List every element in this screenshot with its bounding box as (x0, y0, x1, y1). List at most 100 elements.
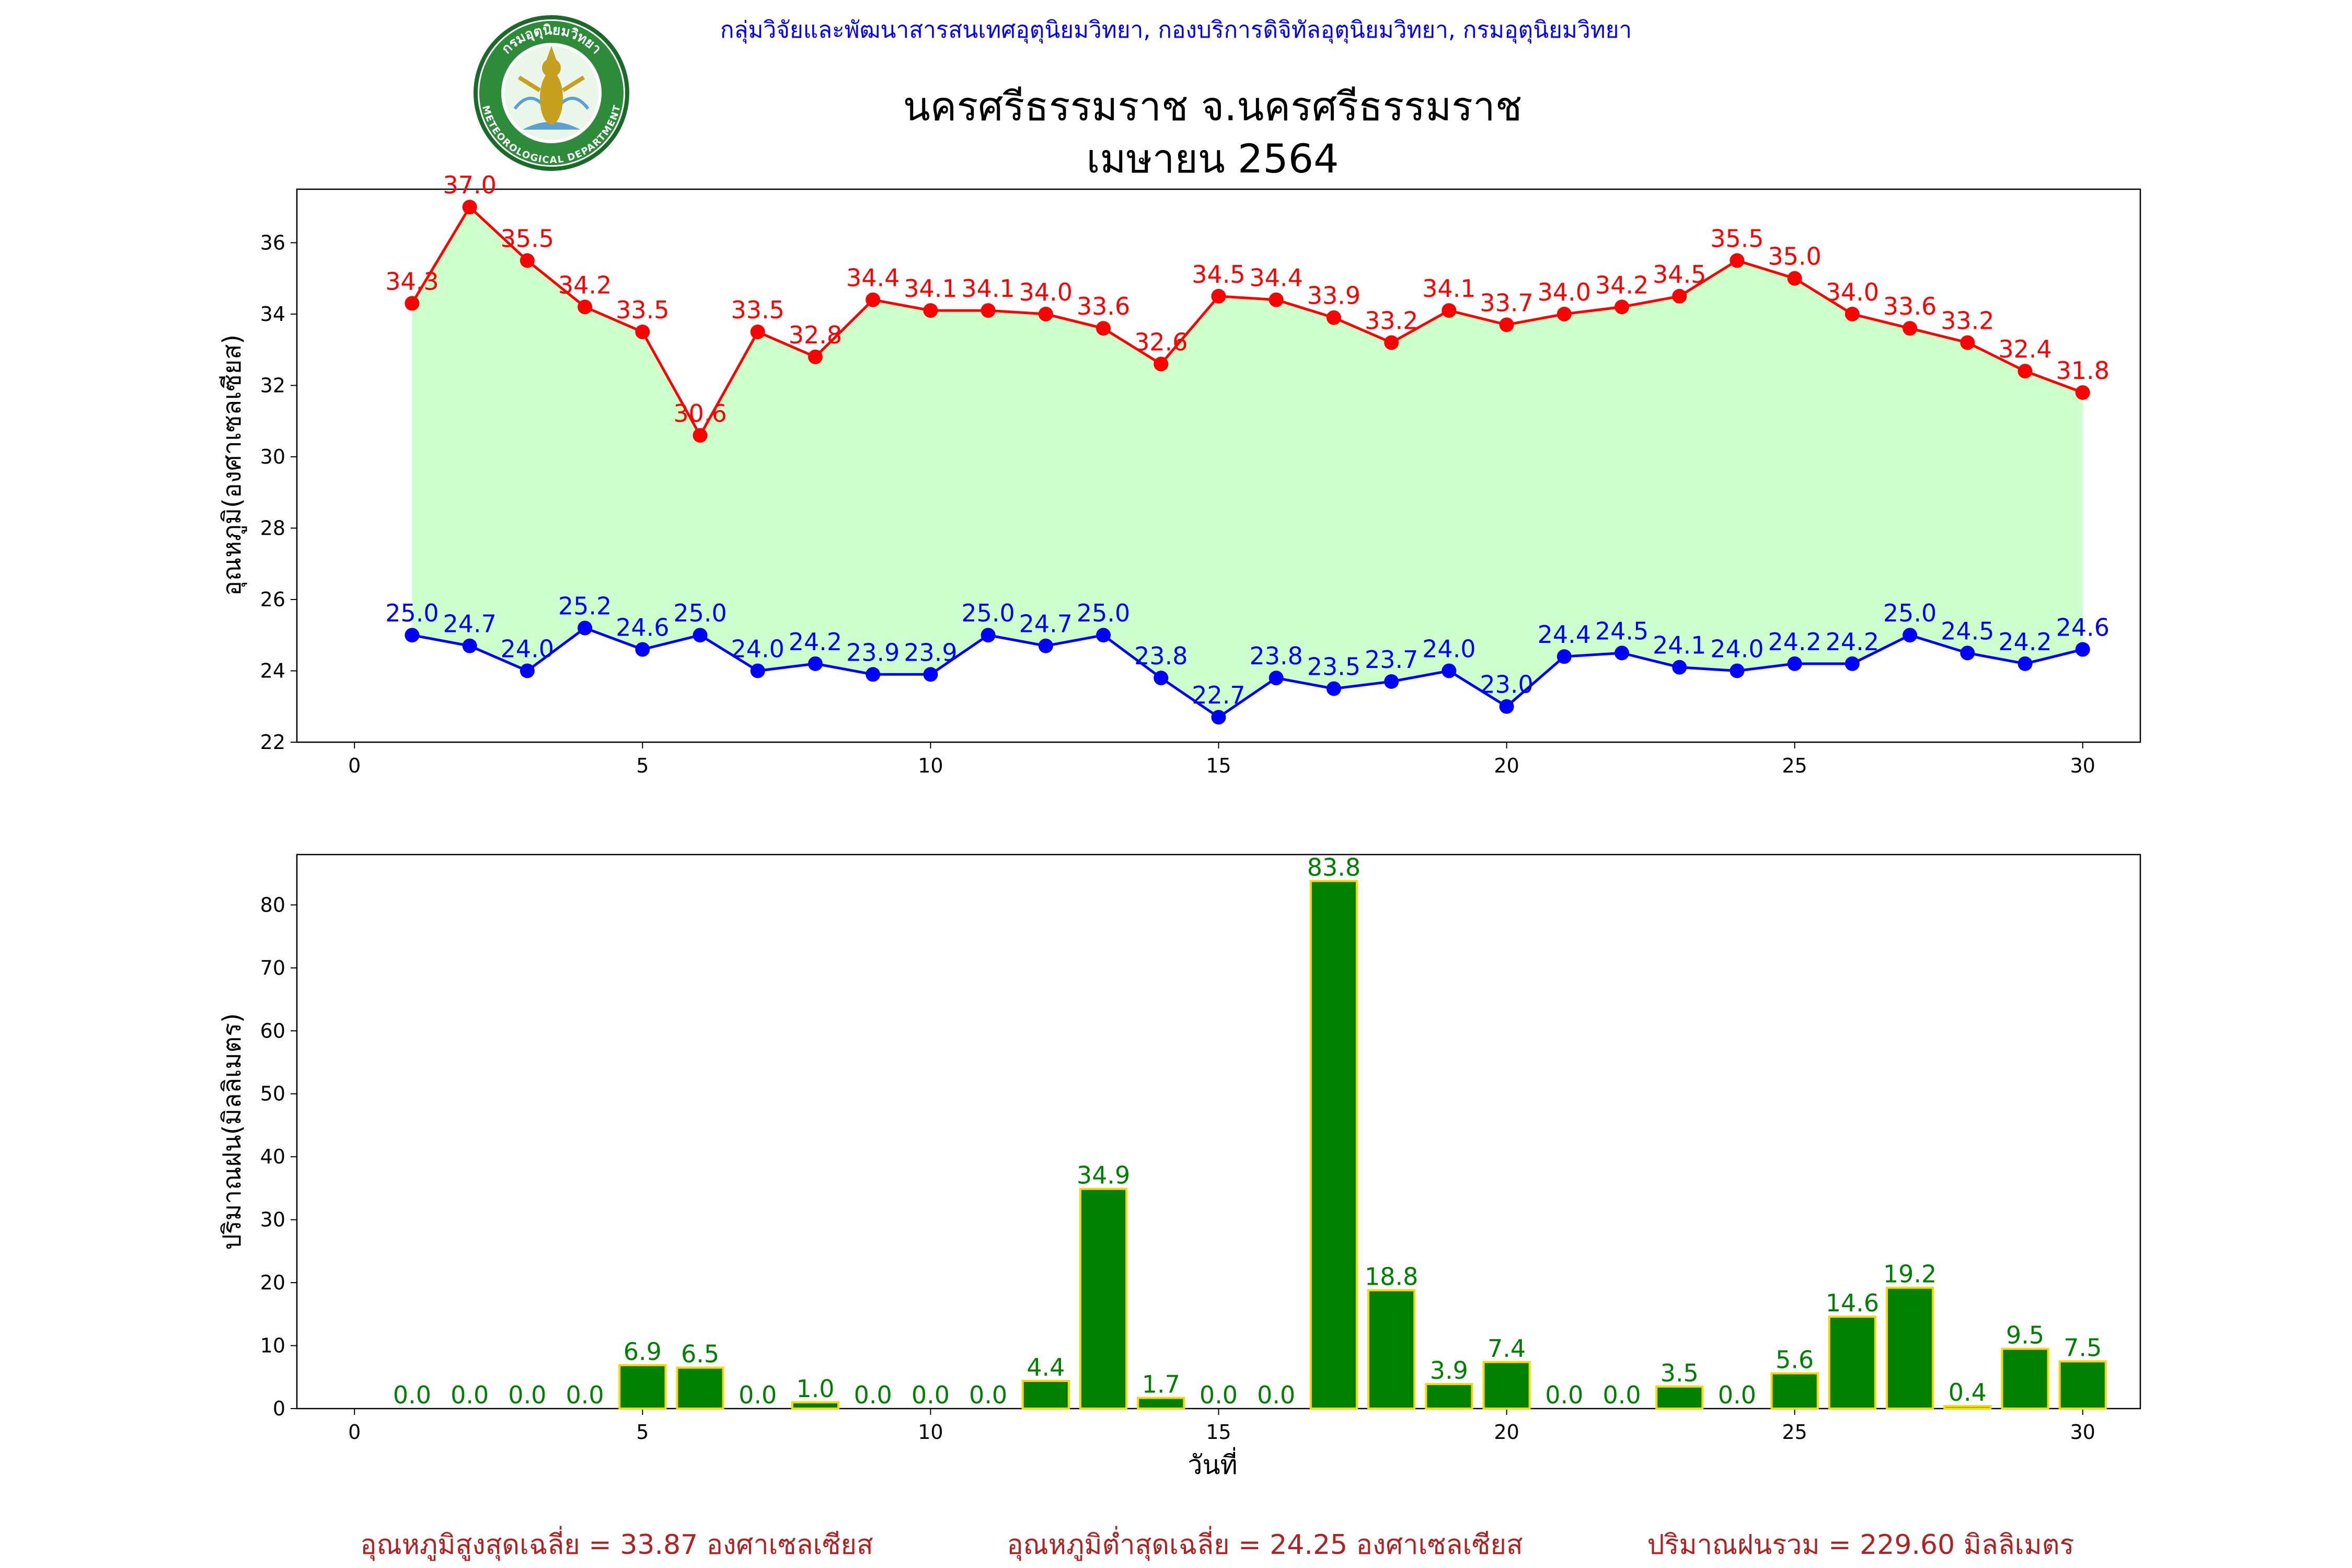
min-temperature-point (693, 628, 708, 643)
rainfall-y-tick-label: 10 (260, 1334, 285, 1357)
min-temperature-point (866, 667, 881, 682)
max-temperature-point (578, 299, 593, 315)
summary-rain-total: ปริมาณฝนรวม = 229.60 มิลลิเมตร (1647, 1529, 2074, 1561)
max-temperature-value-label: 34.4 (1250, 264, 1303, 292)
rainfall-y-tick-label: 80 (260, 893, 285, 916)
min-temperature-point (1154, 671, 1169, 686)
temperature-y-tick-label: 34 (260, 303, 285, 326)
max-temperature-value-label: 32.6 (1134, 328, 1187, 356)
min-temperature-point (1730, 663, 1745, 678)
max-temperature-value-label: 34.1 (961, 274, 1014, 303)
max-temperature-value-label: 33.5 (616, 296, 669, 324)
rainfall-x-tick-label: 10 (918, 1421, 943, 1444)
min-temperature-value-label: 24.5 (1595, 617, 1648, 645)
min-temperature-point (1326, 681, 1341, 696)
min-temperature-value-label: 24.1 (1653, 631, 1706, 660)
max-temperature-point (693, 428, 708, 443)
temperature-y-tick-label: 24 (260, 659, 285, 682)
meteorological-department-logo: กรมอุตุนิยมวิทยา METEOROLOGICAL DEPARTME… (474, 15, 629, 171)
temperature-y-tick-label: 28 (260, 516, 285, 539)
min-temperature-point (1615, 645, 1630, 661)
max-temperature-point (1672, 289, 1687, 304)
min-temperature-point (1096, 628, 1111, 643)
chart-title-month: เมษายน 2564 (1087, 135, 1339, 182)
min-temperature-point (1211, 710, 1226, 725)
rainfall-bar (2058, 1360, 2107, 1410)
min-temperature-point (1038, 638, 1053, 653)
max-temperature-point (1615, 299, 1630, 315)
max-temperature-value-label: 34.3 (385, 267, 439, 295)
min-temperature-value-label: 23.9 (846, 638, 900, 666)
rainfall-y-tick-label: 0 (273, 1397, 285, 1420)
min-temperature-value-label: 23.0 (1480, 671, 1533, 699)
rainfall-value-label: 0.0 (739, 1381, 777, 1409)
max-temperature-value-label: 34.0 (1019, 278, 1073, 306)
max-temperature-value-label: 34.1 (904, 274, 957, 303)
rainfall-y-tick-label: 60 (260, 1019, 285, 1042)
rainfall-value-label: 7.4 (1488, 1334, 1526, 1363)
temperature-y-tick-label: 32 (260, 374, 285, 397)
rainfall-bar (1828, 1316, 1876, 1410)
min-temperature-value-label: 24.0 (1710, 635, 1763, 663)
rainfall-y-tick-label: 20 (260, 1271, 285, 1294)
rainfall-bar (1309, 880, 1358, 1410)
min-temperature-value-label: 23.9 (904, 638, 957, 666)
rainfall-value-label: 0.0 (566, 1381, 604, 1409)
rainfall-value-label: 0.0 (1257, 1381, 1295, 1409)
rainfall-bar (618, 1364, 667, 1410)
rainfall-value-label: 0.0 (393, 1381, 431, 1409)
max-temperature-value-label: 35.0 (1768, 243, 1821, 271)
min-temperature-point (1844, 656, 1860, 671)
rainfall-x-tick-label: 30 (2070, 1421, 2095, 1444)
max-temperature-point (1844, 306, 1860, 321)
min-temperature-value-label: 24.6 (2056, 614, 2109, 642)
max-temperature-value-label: 33.5 (731, 296, 785, 324)
rainfall-bar (1367, 1289, 1416, 1410)
max-temperature-point (520, 253, 535, 268)
max-temperature-point (1730, 253, 1745, 268)
temperature-y-tick-label: 36 (260, 231, 285, 254)
min-temperature-point (1672, 660, 1687, 675)
rainfall-value-label: 0.0 (508, 1381, 546, 1409)
max-temperature-value-label: 34.2 (558, 271, 612, 299)
rainfall-value-label: 34.9 (1077, 1161, 1130, 1190)
min-temperature-value-label: 23.8 (1134, 642, 1187, 670)
min-temperature-point (1269, 671, 1284, 686)
rainfall-value-label: 0.0 (912, 1381, 950, 1409)
rainfall-value-label: 0.0 (1200, 1381, 1238, 1409)
min-temperature-point (2075, 642, 2090, 657)
max-temperature-value-label: 34.2 (1595, 271, 1648, 299)
rainfall-value-label: 0.0 (969, 1381, 1007, 1409)
rainfall-bar (1770, 1372, 1819, 1410)
min-temperature-point (1787, 656, 1802, 671)
rainfall-x-tick-label: 5 (636, 1421, 649, 1444)
min-temperature-value-label: 24.0 (731, 635, 785, 663)
min-temperature-value-label: 23.8 (1250, 642, 1303, 670)
rainfall-value-label: 1.0 (796, 1375, 834, 1403)
max-temperature-point (1154, 356, 1169, 372)
max-temperature-value-label: 33.2 (1941, 307, 1994, 335)
rainfall-bar (2001, 1347, 2049, 1410)
temperature-x-tick-label: 20 (1494, 754, 1519, 777)
rainfall-value-label: 9.5 (2006, 1321, 2044, 1350)
rainfall-value-label: 19.2 (1883, 1260, 1936, 1288)
min-temperature-value-label: 23.7 (1365, 645, 1418, 674)
max-temperature-value-label: 32.8 (789, 321, 842, 349)
max-temperature-value-label: 34.4 (846, 264, 900, 292)
max-temperature-value-label: 37.0 (443, 171, 496, 199)
summary-max-average: อุณหภูมิสูงสุดเฉลี่ย = 33.87 องศาเซลเซีย… (360, 1526, 873, 1561)
max-temperature-point (1787, 271, 1802, 286)
temperature-range-fill (412, 207, 2083, 718)
temperature-x-tick-label: 5 (636, 754, 649, 777)
max-temperature-value-label: 35.5 (501, 225, 554, 253)
max-temperature-value-label: 32.4 (1998, 335, 2051, 363)
min-temperature-point (1384, 674, 1399, 689)
max-temperature-point (1557, 306, 1572, 321)
min-temperature-value-label: 24.2 (1826, 628, 1879, 656)
max-temperature-point (1499, 317, 1514, 332)
max-temperature-value-label: 34.5 (1192, 260, 1245, 289)
temperature-y-tick-label: 22 (260, 731, 285, 754)
min-temperature-value-label: 24.2 (1998, 628, 2051, 656)
min-temperature-line (411, 626, 2083, 719)
